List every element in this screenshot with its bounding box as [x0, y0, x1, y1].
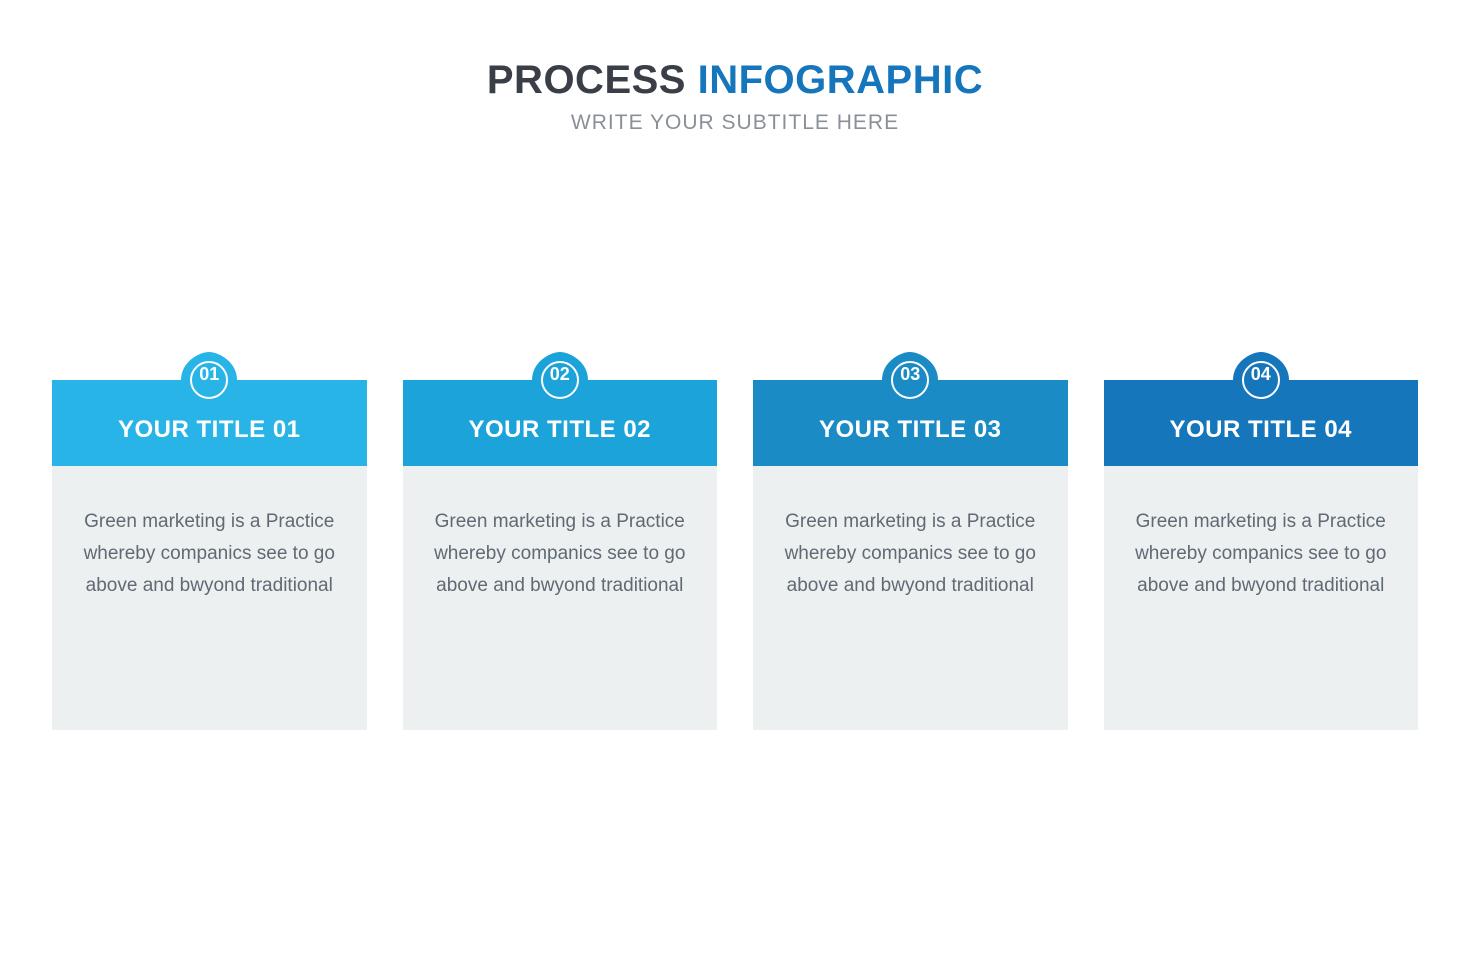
- step-number: 01: [181, 364, 237, 385]
- card-text: Green marketing is a Practice whereby co…: [777, 506, 1044, 602]
- card-body: Green marketing is a Practice whereby co…: [1104, 466, 1419, 730]
- infographic-header: PROCESS INFOGRAPHIC WRITE YOUR SUBTITLE …: [0, 0, 1470, 135]
- card-text: Green marketing is a Practice whereby co…: [76, 506, 343, 602]
- step-badge: 04: [1233, 352, 1289, 408]
- process-card: 01 YOUR TITLE 01 Green marketing is a Pr…: [52, 380, 367, 730]
- process-card: 03 YOUR TITLE 03 Green marketing is a Pr…: [753, 380, 1068, 730]
- card-body: Green marketing is a Practice whereby co…: [52, 466, 367, 730]
- step-number: 02: [532, 364, 588, 385]
- title-prefix: PROCESS: [487, 58, 686, 102]
- process-card: 04 YOUR TITLE 04 Green marketing is a Pr…: [1104, 380, 1419, 730]
- card-text: Green marketing is a Practice whereby co…: [427, 506, 694, 602]
- step-number: 04: [1233, 364, 1289, 385]
- cards-container: 01 YOUR TITLE 01 Green marketing is a Pr…: [52, 380, 1418, 730]
- process-card: 02 YOUR TITLE 02 Green marketing is a Pr…: [403, 380, 718, 730]
- card-text: Green marketing is a Practice whereby co…: [1128, 506, 1395, 602]
- step-badge: 02: [532, 352, 588, 408]
- card-title: YOUR TITLE 04: [1169, 416, 1352, 444]
- step-badge: 01: [181, 352, 237, 408]
- card-title: YOUR TITLE 03: [819, 416, 1002, 444]
- card-title: YOUR TITLE 02: [468, 416, 651, 444]
- card-body: Green marketing is a Practice whereby co…: [403, 466, 718, 730]
- card-title: YOUR TITLE 01: [118, 416, 301, 444]
- step-badge: 03: [882, 352, 938, 408]
- page-subtitle: WRITE YOUR SUBTITLE HERE: [0, 111, 1470, 135]
- title-suffix: INFOGRAPHIC: [698, 58, 984, 102]
- card-body: Green marketing is a Practice whereby co…: [753, 466, 1068, 730]
- page-title: PROCESS INFOGRAPHIC: [0, 58, 1470, 103]
- step-number: 03: [882, 364, 938, 385]
